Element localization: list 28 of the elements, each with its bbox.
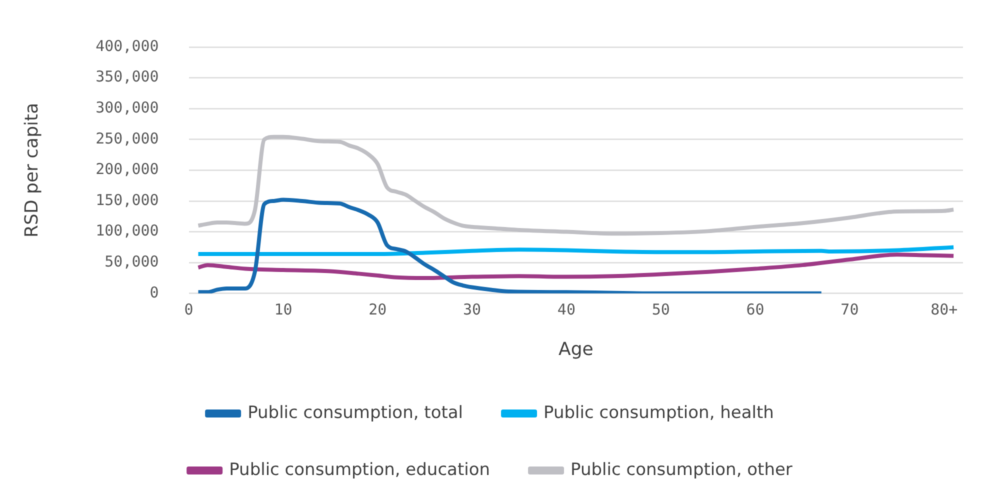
y-tick-label: 350,000 (96, 68, 159, 86)
x-tick-label: 40 (557, 300, 576, 318)
legend-label: Public consumption, other (570, 460, 792, 480)
x-tick-label: 30 (463, 300, 482, 318)
x-tick-label: 50 (652, 300, 670, 318)
y-tick-label: 250,000 (96, 129, 159, 148)
line-series (196, 134, 956, 236)
x-tick-label: 20 (368, 300, 387, 318)
y-tick-label: 150,000 (96, 190, 159, 209)
line-series (196, 252, 956, 280)
y-axis-title: RSD per capita (21, 102, 42, 238)
legend-label: Public consumption, education (229, 460, 490, 480)
line-series (196, 198, 824, 294)
x-tick-label: 80+ (930, 300, 958, 318)
legend-label: Public consumption, health (544, 402, 774, 423)
x-tick-label: 70 (840, 300, 859, 318)
x-axis-title: Age (558, 338, 594, 360)
y-tick-label: 50,000 (104, 252, 159, 270)
x-tick-label: 0 (184, 300, 194, 318)
x-tick-label: 10 (274, 300, 292, 318)
y-tick-label: 0 (150, 283, 159, 302)
y-tick-label: 100,000 (96, 222, 159, 240)
y-tick-label: 200,000 (96, 160, 159, 178)
line-series (196, 245, 956, 256)
x-tick-label: 60 (746, 300, 764, 318)
y-tick-label: 400,000 (96, 36, 159, 55)
legend-label: Public consumption, total (248, 402, 464, 423)
y-tick-label: 300,000 (96, 98, 159, 116)
